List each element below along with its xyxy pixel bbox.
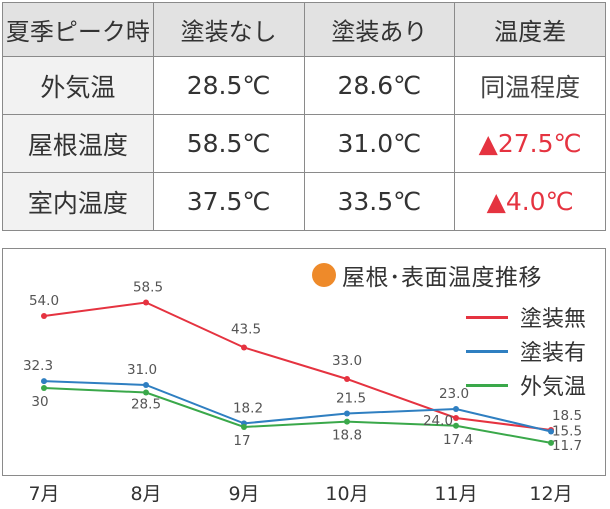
legend-item: 外気温 — [466, 368, 586, 402]
data-label: 30 — [31, 394, 48, 410]
legend-item: 塗装無 — [466, 300, 586, 334]
legend-swatch — [466, 315, 508, 319]
data-point — [344, 410, 350, 417]
x-tick-label: 9月 — [228, 483, 259, 505]
data-label: 24.0 — [423, 413, 453, 429]
data-label: 18.2 — [233, 400, 263, 416]
legend-label: 塗装有 — [520, 341, 587, 366]
data-label: 54.0 — [29, 293, 59, 309]
series-line — [43, 301, 552, 431]
data-label: 17.4 — [443, 432, 473, 448]
cell-difference: 同温程度 — [454, 56, 606, 115]
data-point — [453, 422, 459, 429]
temperature-comparison-table: 夏季ピーク時 塗装なし 塗装あり 温度差 外気温 28.5℃ 28.6℃ 同温程… — [2, 2, 606, 231]
data-point — [41, 313, 47, 319]
data-label: 11.7 — [552, 438, 582, 454]
data-label: 18.8 — [332, 428, 362, 444]
cell-without-coating: 28.5℃ — [152, 56, 305, 115]
cell-without-coating: 37.5℃ — [152, 172, 305, 231]
data-point — [143, 299, 149, 306]
row-label: 屋根温度 — [2, 114, 154, 173]
data-label: 17 — [233, 433, 250, 449]
cell-with-coating: 33.5℃ — [303, 172, 456, 231]
chart-title-group: 屋根･表面温度推移 — [312, 258, 542, 292]
legend-swatch — [466, 383, 508, 387]
row-label: 室内温度 — [2, 172, 154, 231]
data-point — [41, 385, 47, 391]
data-label: 15.5 — [552, 424, 582, 440]
data-point — [344, 418, 350, 425]
data-point — [143, 382, 149, 388]
series-line — [43, 380, 552, 433]
header-cell: 夏季ピーク時 — [2, 2, 154, 57]
data-label: 33.0 — [332, 353, 362, 369]
table-header-row: 夏季ピーク時 塗装なし 塗装あり 温度差 — [2, 2, 606, 57]
legend-item: 塗装有 — [466, 334, 586, 368]
data-label: 31.0 — [127, 362, 157, 378]
data-label: 32.3 — [23, 358, 53, 374]
data-point — [241, 424, 247, 430]
data-label: 23.0 — [439, 386, 469, 402]
data-point — [548, 439, 554, 446]
data-label: 58.5 — [133, 280, 163, 296]
table-row: 室内温度 37.5℃ 33.5℃ ▲4.0℃ — [2, 172, 606, 231]
cell-difference: ▲4.0℃ — [454, 172, 606, 231]
data-point — [453, 415, 459, 421]
cell-without-coating: 58.5℃ — [152, 114, 305, 173]
data-point — [453, 406, 459, 412]
row-label: 外気温 — [2, 56, 154, 115]
chart-legend: 塗装無 塗装有 外気温 — [466, 300, 586, 402]
legend-swatch — [466, 349, 508, 353]
orange-dot-icon — [312, 263, 336, 287]
chart-panel — [2, 248, 606, 476]
x-tick-label: 12月 — [529, 483, 572, 505]
x-tick-label: 8月 — [130, 483, 161, 505]
chart-title: 屋根･表面温度推移 — [342, 265, 542, 291]
table-row: 外気温 28.5℃ 28.6℃ 同温程度 — [2, 56, 606, 115]
data-point — [241, 344, 247, 351]
x-tick-label: 11月 — [434, 483, 477, 505]
cell-with-coating: 31.0℃ — [303, 114, 456, 173]
series-line — [43, 387, 552, 444]
data-point — [548, 428, 554, 435]
cell-difference: ▲27.5℃ — [454, 114, 606, 173]
data-point — [41, 378, 47, 385]
data-point — [143, 389, 149, 396]
data-label: 18.5 — [552, 408, 582, 424]
data-label: 28.5 — [131, 397, 161, 413]
table-row: 屋根温度 58.5℃ 31.0℃ ▲27.5℃ — [2, 114, 606, 173]
legend-label: 塗装無 — [520, 307, 587, 332]
x-tick-label: 7月 — [28, 483, 59, 505]
data-label: 43.5 — [231, 322, 261, 338]
header-cell: 温度差 — [454, 2, 606, 57]
legend-label: 外気温 — [520, 375, 587, 400]
x-tick-label: 10月 — [325, 483, 368, 505]
data-label: 21.5 — [336, 391, 366, 407]
data-point — [344, 376, 350, 382]
